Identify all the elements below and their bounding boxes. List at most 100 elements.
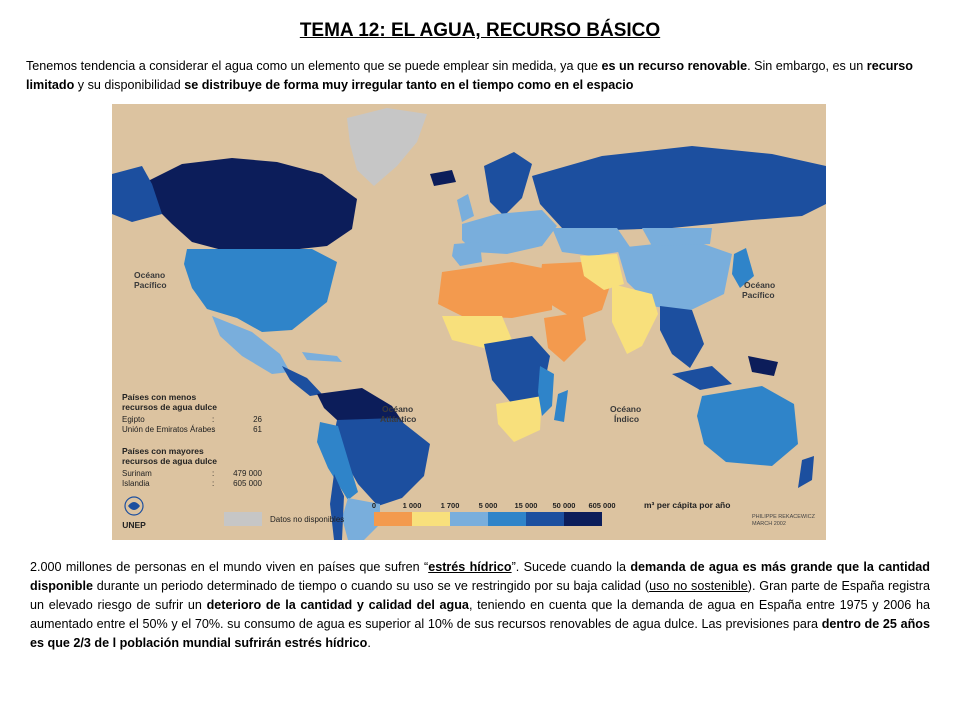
scale-tick-label: 1 700	[441, 501, 460, 510]
intro-text-3: y su disponibilidad	[74, 78, 185, 92]
legend-item-sep: :	[212, 479, 214, 488]
land-peru-bolivia	[317, 422, 358, 500]
legend-more-item: Surinam : 479 000	[122, 469, 263, 478]
scale-tick-label: 5 000	[479, 501, 498, 510]
no-data-swatch	[224, 512, 262, 526]
outro-bold-deterioration: deterioro de la cantidad y calidad del a…	[206, 598, 469, 612]
land-mexico	[212, 316, 290, 374]
legend-more-item: Islandia : 605 000	[122, 479, 263, 488]
outro-bold-demand: demanda de agua es más grande que la can…	[30, 560, 930, 593]
scale-swatch	[374, 512, 412, 526]
land-central-africa	[484, 336, 550, 404]
legend-item-sep: :	[212, 469, 214, 478]
land-alaska	[112, 166, 162, 222]
outro-bold-forecast: dentro de 25 años es que 2/3 de l poblac…	[30, 617, 930, 650]
scale-tick-label: 0	[372, 501, 376, 510]
map-credit-date: MARCH 2002	[752, 521, 786, 527]
land-southern-africa	[496, 396, 542, 442]
scale-swatch	[564, 512, 602, 526]
ocean-label-atlantic-1: Océano	[382, 404, 413, 414]
legend-more-title-2: recursos de agua dulce	[122, 456, 217, 466]
outro-text-6: .	[367, 636, 371, 650]
ocean-label-pacific-right-1: Océano	[744, 280, 775, 290]
intro-bold-distribution: se distribuye de forma muy irregular tan…	[184, 78, 634, 92]
map-svg: Océano Pacífico Océano Pacífico Océano A…	[112, 108, 826, 540]
land-australia	[697, 386, 798, 466]
land-caribbean	[302, 352, 342, 362]
intro-bold-limited: recurso limitado	[26, 59, 913, 92]
world-water-map: Océano Pacífico Océano Pacífico Océano A…	[112, 104, 826, 540]
land-usa	[184, 249, 337, 332]
land-russia	[532, 146, 826, 230]
land-chile	[330, 474, 344, 540]
land-north-africa	[438, 262, 552, 318]
outro-text-5: , teniendo en cuenta que la demanda de a…	[30, 598, 931, 631]
land-iberia	[452, 242, 482, 266]
legend-item-name: Islandia	[122, 479, 150, 488]
land-madagascar	[554, 390, 568, 422]
legend-item-value: 479 000	[233, 469, 262, 478]
outro-term-water-stress: estrés hídrico	[428, 560, 512, 574]
ocean-label-indian-2: Índico	[614, 414, 639, 424]
color-scale: 0 1 000 1 700 5 000 15 000 50 000 605 000	[372, 501, 616, 526]
ocean-label-indian-1: Océano	[610, 404, 641, 414]
land-greenland	[347, 108, 427, 186]
intro-paragraph: Tenemos tendencia a considerar el agua c…	[26, 57, 946, 95]
outro-text-1: 2.000 millones de personas en el mundo v…	[30, 560, 429, 574]
land-east-africa	[544, 312, 586, 362]
no-data-label: Datos no disponibles	[270, 515, 344, 524]
outro-text-3: durante un periodo determinado de tiempo…	[92, 579, 650, 593]
land-iceland	[430, 170, 456, 186]
outro-paragraph: 2.000 millones de personas en el mundo v…	[30, 558, 930, 653]
intro-bold-renewable: es un recurso renovable	[601, 59, 748, 73]
legend-less-title-1: Países con menos	[122, 392, 196, 402]
ocean-label-pacific-right-2: Pacífico	[742, 290, 775, 300]
legend-item-sep: :	[212, 415, 214, 424]
land-mongolia	[642, 228, 712, 246]
intro-text-1: Tenemos tendencia a considerar el agua c…	[26, 59, 602, 73]
ocean-label-pacific-left-2: Pacífico	[134, 280, 167, 290]
land-argentina	[342, 498, 380, 540]
land-scandinavia	[484, 152, 532, 216]
legend-more-title-1: Países con mayores	[122, 446, 204, 456]
outro-text-2: ”. Sucede cuando la	[511, 560, 631, 574]
outro-text-4: ). Gran parte de España registra un elev…	[30, 579, 930, 612]
legend-less-item: Egipto : 26	[122, 415, 263, 424]
scale-tick-label: 15 000	[515, 501, 538, 510]
land-southeast-asia	[660, 306, 704, 368]
land-mozambique	[538, 366, 554, 416]
legend-item-name: Unión de Emiratos Árabes	[122, 425, 215, 434]
scale-tick-label: 1 000	[403, 501, 422, 510]
scale-swatch	[450, 512, 488, 526]
land-kazakhstan	[552, 228, 632, 256]
scale-tick-label: 605 000	[588, 501, 615, 510]
intro-text-2: . Sin embargo, es un	[747, 59, 867, 73]
page-title: TEMA 12: EL AGUA, RECURSO BÁSICO	[299, 20, 661, 41]
legend-item-sep: :	[212, 425, 214, 434]
land-india	[612, 284, 658, 354]
land-papua	[748, 356, 778, 376]
land-west-africa	[442, 316, 512, 348]
land-uk	[457, 194, 474, 222]
legend-item-value: 61	[253, 425, 262, 434]
scale-swatch	[488, 512, 526, 526]
legend-less-title-2: recursos de agua dulce	[122, 402, 217, 412]
ocean-label-atlantic-2: Atlántico	[380, 414, 416, 424]
legend-item-name: Egipto	[122, 415, 145, 424]
scale-swatch	[526, 512, 564, 526]
land-brazil	[334, 418, 430, 506]
unep-logo: UNEP	[122, 496, 146, 530]
land-central-america	[282, 366, 322, 396]
legend-item-value: 26	[253, 415, 262, 424]
ocean-label-pacific-left-1: Océano	[134, 270, 165, 280]
land-canada	[142, 158, 357, 252]
land-western-europe	[462, 210, 557, 254]
outro-term-unsustainable: uso no sostenible	[649, 579, 748, 593]
legend-item-name: Surinam	[122, 469, 152, 478]
land-korea-japan	[732, 248, 754, 288]
land-iran-afghanistan	[580, 254, 624, 290]
unep-label: UNEP	[122, 520, 146, 530]
land-south-america-north	[317, 388, 404, 426]
map-credit-author: PHILIPPE REKACEWICZ	[752, 514, 816, 520]
scale-swatch	[412, 512, 450, 526]
